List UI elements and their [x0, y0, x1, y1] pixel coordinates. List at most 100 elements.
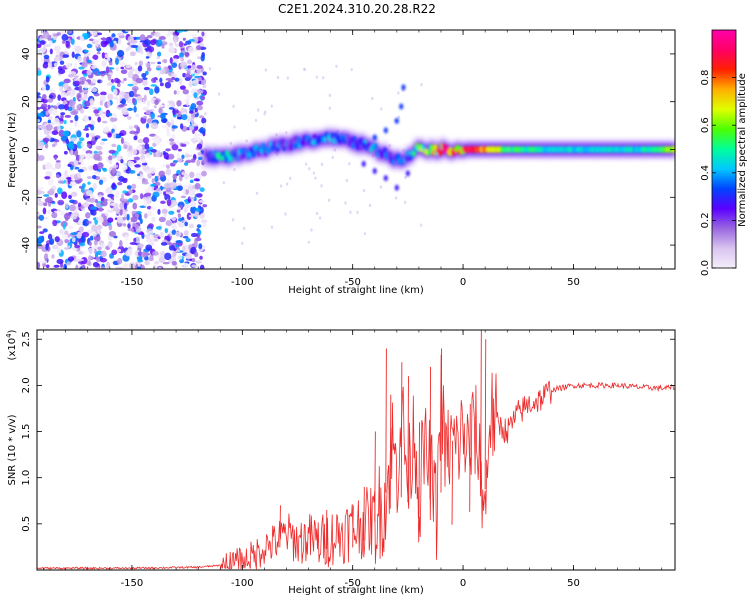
noise-point	[194, 182, 201, 190]
snr-spike	[400, 362, 403, 498]
noise-point	[116, 79, 121, 84]
y-tick-label: 20	[21, 95, 32, 108]
noise-point	[183, 172, 189, 180]
noise-point	[146, 201, 151, 205]
noise-point	[116, 98, 121, 105]
noise-point	[64, 114, 72, 118]
noise-point	[169, 181, 177, 189]
noise-point	[42, 126, 47, 130]
signal-branch-point	[405, 170, 410, 177]
noise-point	[63, 150, 68, 155]
noise-point	[165, 220, 172, 227]
noise-point	[99, 94, 106, 102]
noise-point	[140, 264, 145, 269]
noise-point	[70, 38, 75, 45]
noise-point	[88, 197, 96, 203]
noise-point	[130, 44, 138, 49]
noise-point	[181, 114, 188, 121]
noise-point	[37, 107, 41, 110]
noise-point	[397, 115, 401, 119]
noise-point	[86, 69, 92, 76]
noise-point	[61, 34, 69, 41]
noise-point	[335, 64, 338, 68]
noise-point	[42, 228, 48, 233]
noise-point	[37, 200, 45, 207]
noise-point	[77, 168, 84, 173]
noise-point	[198, 76, 202, 81]
noise-point	[171, 144, 179, 151]
noise-point	[124, 250, 133, 257]
noise-point	[39, 40, 46, 46]
noise-point	[193, 92, 198, 99]
noise-point	[158, 104, 165, 108]
noise-point	[43, 253, 49, 261]
noise-point	[126, 185, 132, 190]
noise-point	[143, 94, 147, 102]
noise-point	[108, 230, 117, 237]
noise-point	[133, 105, 137, 113]
signal-track	[202, 84, 675, 191]
noise-point	[81, 231, 90, 238]
noise-point	[144, 192, 152, 197]
noise-point	[79, 81, 85, 85]
noise-point	[117, 104, 125, 108]
noise-point	[158, 256, 166, 264]
noise-point	[74, 114, 79, 122]
noise-point	[144, 143, 150, 150]
noise-point	[177, 213, 182, 219]
noise-point	[145, 62, 151, 68]
noise-point	[45, 264, 50, 269]
noise-point	[286, 76, 290, 80]
noise-point	[81, 264, 86, 269]
noise-point	[178, 41, 184, 48]
noise-point	[39, 35, 45, 39]
noise-point	[197, 152, 202, 156]
noise-point	[124, 234, 129, 241]
noise-point	[177, 148, 182, 152]
noise-point	[164, 252, 172, 261]
noise-point	[108, 149, 116, 154]
noise-point	[95, 39, 99, 48]
noise-point	[76, 172, 82, 178]
noise-point	[57, 104, 66, 110]
noise-point	[199, 255, 203, 260]
noise-point	[176, 90, 181, 96]
snr-spike	[484, 339, 487, 490]
noise-point	[183, 162, 189, 166]
noise-point	[125, 47, 130, 52]
noise-point	[37, 154, 45, 161]
noise-point	[43, 202, 48, 207]
noise-point	[76, 258, 85, 262]
noise-point	[196, 193, 203, 198]
noise-point	[127, 221, 133, 224]
noise-point	[308, 167, 311, 171]
noise-point	[307, 240, 311, 244]
noise-point	[110, 202, 116, 207]
noise-point	[169, 42, 174, 47]
noise-point	[113, 164, 119, 168]
noise-point	[119, 209, 123, 216]
noise-point	[128, 90, 135, 98]
noise-point	[184, 221, 189, 227]
signal-point	[202, 156, 207, 164]
noise-point	[188, 80, 193, 88]
noise-point	[180, 61, 188, 69]
noise-point	[222, 180, 226, 185]
noise-point	[61, 40, 66, 44]
noise-point	[183, 184, 189, 189]
noise-point	[106, 198, 114, 202]
noise-point	[189, 110, 194, 114]
noise-point	[127, 107, 134, 111]
noise-point	[54, 193, 58, 198]
noise-point	[199, 126, 206, 134]
noise-point	[73, 159, 79, 166]
colorbar-tick-label: 0.4	[700, 165, 711, 181]
noise-point	[147, 172, 152, 179]
noise-point	[144, 39, 151, 46]
noise-point	[92, 58, 96, 66]
noise-point	[184, 73, 191, 78]
noise-point	[74, 244, 81, 249]
noise-point	[99, 114, 107, 119]
x-tick-label: -150	[121, 578, 144, 589]
noise-point	[116, 135, 122, 139]
